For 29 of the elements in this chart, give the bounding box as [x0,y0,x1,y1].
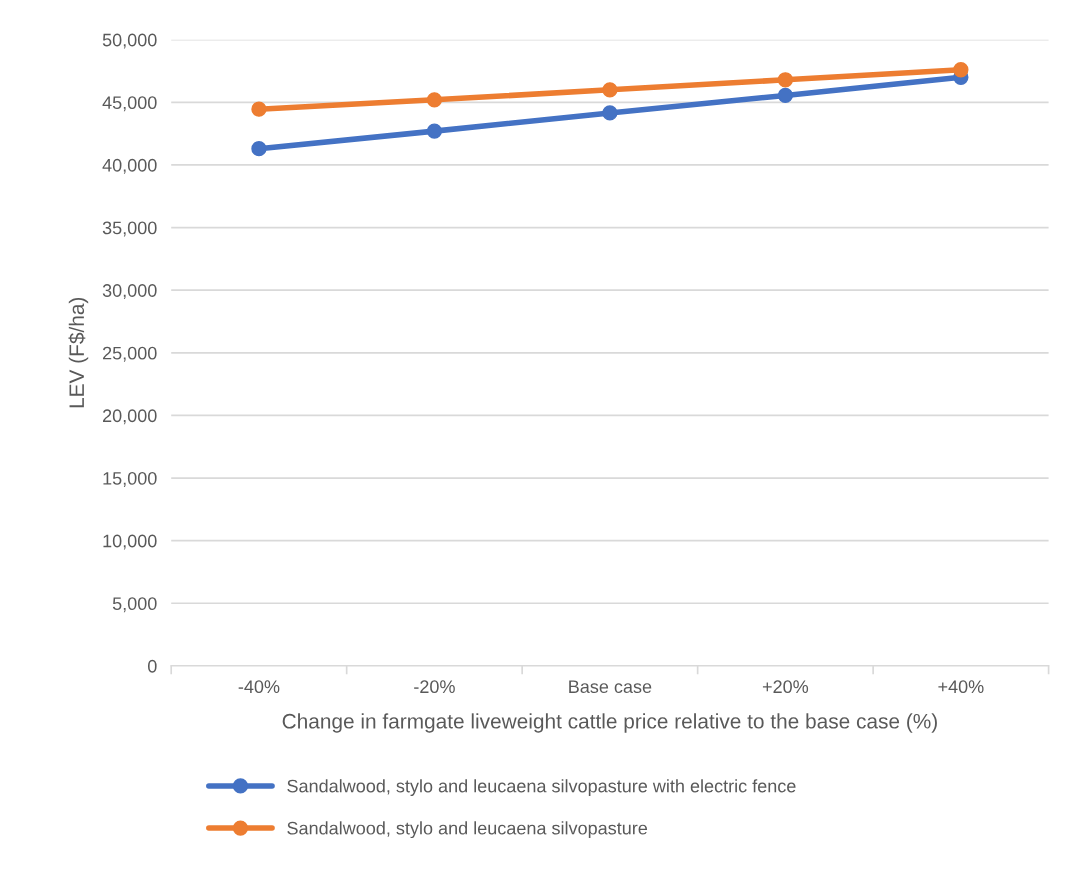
point [953,62,969,78]
point [777,87,794,104]
y-tick-label: 20,000 [103,409,157,425]
x-tick-label: +20% [762,680,809,694]
x-tick-label: +40% [938,680,984,694]
y-tick-label: 50,000 [102,33,157,49]
point [426,92,443,108]
y-tick-label: 35,000 [102,221,157,237]
y-tick-label: 0 [147,659,157,673]
x-tick-label: -20% [414,680,455,694]
point [602,82,618,98]
legend-label: Sandalwood, stylo and leucaena silvopasture [287,821,648,839]
y-tick-label: 5,000 [112,597,157,613]
point [777,72,794,88]
y-tick-label: 40,000 [102,158,157,174]
x-tick-label: -40% [238,680,280,694]
y-tick-label: 10,000 [103,534,157,550]
point [602,105,618,121]
y-tick-label: 25,000 [103,346,157,362]
y-tick-label: 30,000 [102,284,157,300]
legend-label: Sandalwood, stylo and leucaena silvopasture with electric fence [287,779,796,797]
y-tick-label: 45,000 [102,96,157,112]
y-tick-label: 15,000 [103,471,157,487]
y-axis-title: LEV (F$/ha) [68,297,89,408]
point [426,123,443,139]
point [251,101,267,117]
x-tick-label: Base case [569,680,652,694]
point [251,141,267,157]
x-axis-title: Change in farmgate liveweight cattle price relative to the base case (%) [282,713,937,733]
